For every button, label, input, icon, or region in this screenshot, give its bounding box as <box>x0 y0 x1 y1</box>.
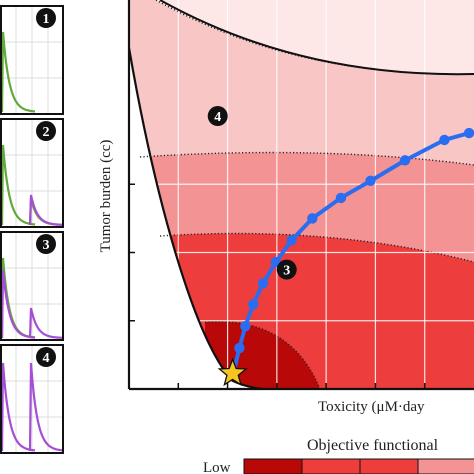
schedule-panel: 3 <box>0 231 64 341</box>
objective-contour-plot: 43 <box>127 0 474 391</box>
color-legend <box>243 458 474 474</box>
pareto-point <box>240 321 251 332</box>
pareto-point <box>307 213 318 224</box>
legend-swatch <box>417 458 474 474</box>
upper-boundary <box>159 0 474 76</box>
infeasible-region <box>129 0 292 389</box>
purple-dose-curve <box>28 307 63 339</box>
panel-badge-label: 4 <box>43 351 50 366</box>
panel-frame <box>0 231 64 341</box>
pareto-point <box>286 235 297 246</box>
contour-line <box>139 151 474 166</box>
pareto-point <box>399 155 411 166</box>
pareto-point <box>463 127 474 139</box>
panel-frame <box>0 118 64 228</box>
legend-low-label: Low <box>203 460 231 474</box>
pareto-point <box>234 342 245 354</box>
region-badge-label: 3 <box>283 264 290 279</box>
panel-badge-label: 3 <box>43 238 50 253</box>
dose-schedule-panels: 1 2 3 4 <box>0 5 64 454</box>
panel-frame <box>0 5 64 115</box>
contour-line <box>159 232 474 263</box>
contour-line <box>204 320 321 389</box>
pareto-point <box>335 192 347 204</box>
region-badge <box>276 259 297 280</box>
panel-badge-label: 1 <box>43 12 50 27</box>
panel-badge-label: 2 <box>43 125 50 140</box>
legend-swatch <box>301 458 361 474</box>
pareto-point <box>439 134 450 146</box>
schedule-panel: 2 <box>0 118 64 228</box>
schedule-panel: 1 <box>0 5 64 115</box>
x-axis-label: Toxicity (μM·day <box>318 399 425 415</box>
legend-swatch <box>243 458 303 474</box>
pareto-point <box>365 175 376 187</box>
panel-frame <box>0 344 64 454</box>
legend-swatch <box>359 458 419 474</box>
objective-band-highest <box>160 0 474 75</box>
region-badge <box>207 106 228 127</box>
purple-dose-curve <box>28 362 64 452</box>
pareto-point <box>248 299 259 310</box>
optimum-star-marker <box>217 357 248 387</box>
pareto-point <box>257 278 269 289</box>
y-axis-label: Tumor burden (cc) <box>98 140 114 253</box>
panel-badge <box>36 8 56 28</box>
panel-badge <box>36 347 56 367</box>
panel-badge <box>36 121 56 141</box>
legend-title: Objective functional <box>307 437 439 454</box>
purple-dose-curve <box>28 194 63 226</box>
panel-badge <box>36 234 56 254</box>
region-badge-label: 4 <box>214 110 221 125</box>
green-dose-curve <box>0 31 36 113</box>
schedule-panel: 4 <box>0 344 64 454</box>
contour-bands <box>129 0 474 389</box>
